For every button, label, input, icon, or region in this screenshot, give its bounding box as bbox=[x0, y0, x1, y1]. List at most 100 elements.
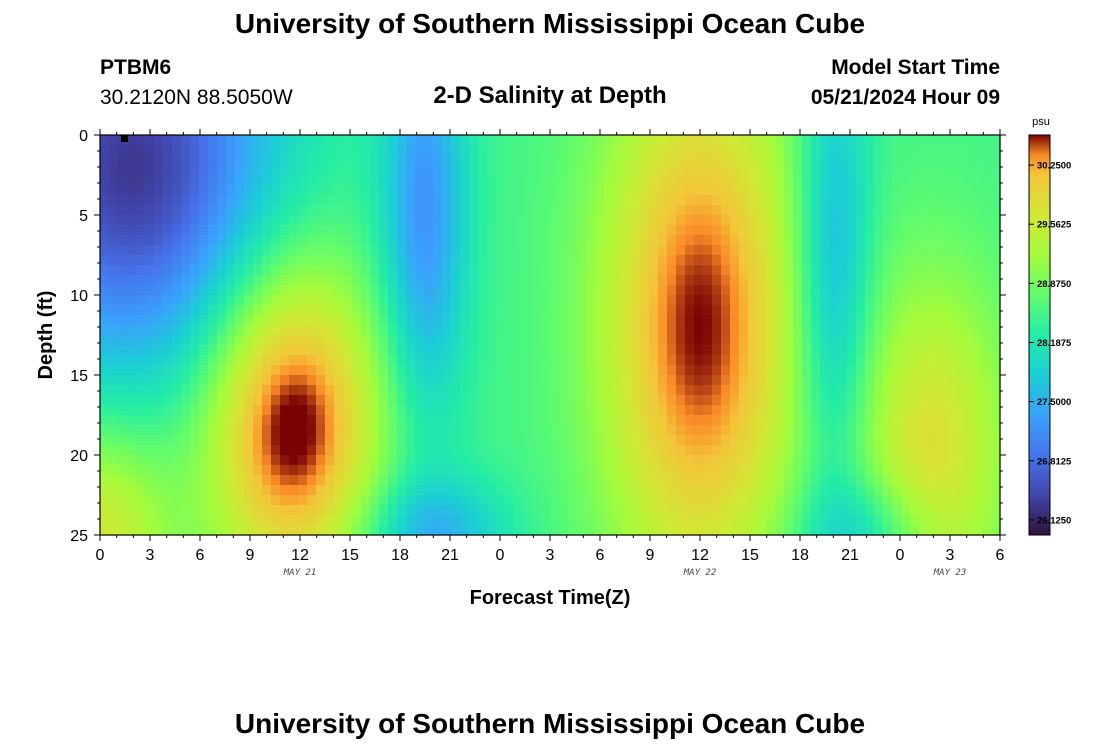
heatmap-cell bbox=[541, 215, 551, 226]
footer-title: University of Southern Mississippi Ocean… bbox=[234, 708, 866, 739]
heatmap-cell bbox=[784, 165, 794, 176]
heatmap-cell bbox=[460, 495, 470, 506]
heatmap-cell bbox=[469, 395, 479, 406]
heatmap-cell bbox=[208, 155, 218, 166]
heatmap-cell bbox=[703, 135, 713, 146]
heatmap-cell bbox=[613, 465, 623, 476]
heatmap-cell bbox=[262, 345, 272, 356]
heatmap-cell bbox=[532, 405, 542, 416]
heatmap-cell bbox=[793, 435, 803, 446]
heatmap-cell bbox=[190, 285, 200, 296]
heatmap-cell bbox=[379, 385, 389, 396]
heatmap-cell bbox=[811, 375, 821, 386]
heatmap-cell bbox=[550, 385, 560, 396]
heatmap-cell bbox=[856, 355, 866, 366]
heatmap-cell bbox=[784, 365, 794, 376]
heatmap-cell bbox=[460, 455, 470, 466]
heatmap-cell bbox=[253, 445, 263, 456]
heatmap-cell bbox=[433, 255, 443, 266]
heatmap-cell bbox=[757, 475, 767, 486]
heatmap-cell bbox=[478, 465, 488, 476]
heatmap-cell bbox=[280, 195, 290, 206]
heatmap-cell bbox=[793, 315, 803, 326]
heatmap-cell bbox=[532, 505, 542, 516]
heatmap-cell bbox=[487, 245, 497, 256]
heatmap-cell bbox=[424, 145, 434, 156]
heatmap-cell bbox=[856, 185, 866, 196]
heatmap-cell bbox=[262, 395, 272, 406]
heatmap-cell bbox=[388, 185, 398, 196]
heatmap-cell bbox=[280, 305, 290, 316]
heatmap-cell bbox=[343, 365, 353, 376]
heatmap-cell bbox=[739, 465, 749, 476]
colorbar-ticks: 30.250029.562528.875028.187527.500026.81… bbox=[1029, 161, 1072, 526]
heatmap-cell bbox=[388, 325, 398, 336]
heatmap-cell bbox=[208, 385, 218, 396]
heatmap-cell bbox=[253, 415, 263, 426]
heatmap-cell bbox=[856, 425, 866, 436]
heatmap-cell bbox=[910, 195, 920, 206]
heatmap-cell bbox=[505, 425, 515, 436]
heatmap-cell bbox=[721, 505, 731, 516]
heatmap-cell bbox=[694, 135, 704, 146]
heatmap-cell bbox=[685, 265, 695, 276]
heatmap-cell bbox=[667, 175, 677, 186]
heatmap-cell bbox=[595, 455, 605, 466]
heatmap-cell bbox=[586, 475, 596, 486]
heatmap-cell bbox=[325, 315, 335, 326]
heatmap-cell bbox=[973, 505, 983, 516]
heatmap-cell bbox=[289, 495, 299, 506]
heatmap-cell bbox=[838, 235, 848, 246]
heatmap-cell bbox=[397, 435, 407, 446]
x-tick-label: 6 bbox=[196, 547, 205, 564]
heatmap-cell bbox=[199, 385, 209, 396]
heatmap-cell bbox=[550, 465, 560, 476]
heatmap-cell bbox=[307, 505, 317, 516]
heatmap-cell bbox=[667, 345, 677, 356]
heatmap-cell bbox=[640, 335, 650, 346]
heatmap-cell bbox=[676, 235, 686, 246]
heatmap-cell bbox=[712, 315, 722, 326]
heatmap-cell bbox=[316, 355, 326, 366]
heatmap-cell bbox=[739, 185, 749, 196]
heatmap-cell bbox=[244, 245, 254, 256]
heatmap-cell bbox=[217, 215, 227, 226]
heatmap-cell bbox=[937, 225, 947, 236]
heatmap-cell bbox=[685, 455, 695, 466]
heatmap-cell bbox=[874, 255, 884, 266]
heatmap-cell bbox=[208, 475, 218, 486]
heatmap-cell bbox=[136, 395, 146, 406]
heatmap-cell bbox=[469, 135, 479, 146]
heatmap-cell bbox=[676, 505, 686, 516]
heatmap-cell bbox=[226, 305, 236, 316]
heatmap-cell bbox=[235, 315, 245, 326]
heatmap-cell bbox=[235, 365, 245, 376]
colorbar-unit: psu bbox=[1032, 116, 1050, 128]
heatmap-cell bbox=[352, 165, 362, 176]
heatmap-cell bbox=[163, 265, 173, 276]
heatmap-cell bbox=[478, 265, 488, 276]
heatmap-cell bbox=[163, 405, 173, 416]
heatmap-cell bbox=[226, 425, 236, 436]
heatmap-cell bbox=[523, 525, 533, 536]
heatmap-cell bbox=[163, 185, 173, 196]
heatmap-cell bbox=[451, 465, 461, 476]
heatmap-cell bbox=[253, 365, 263, 376]
heatmap-cell bbox=[640, 515, 650, 526]
heatmap-cell bbox=[703, 485, 713, 496]
heatmap-cell bbox=[838, 325, 848, 336]
heatmap-cell bbox=[181, 455, 191, 466]
heatmap-cell bbox=[676, 515, 686, 526]
heatmap-cell bbox=[379, 175, 389, 186]
heatmap-cell bbox=[739, 265, 749, 276]
heatmap-cell bbox=[910, 345, 920, 356]
heatmap-cell bbox=[505, 155, 515, 166]
heatmap-cell bbox=[100, 305, 110, 316]
heatmap-cell bbox=[937, 275, 947, 286]
heatmap-cell bbox=[469, 355, 479, 366]
heatmap-cell bbox=[343, 415, 353, 426]
heatmap-cell bbox=[685, 495, 695, 506]
heatmap-cell bbox=[478, 515, 488, 526]
heatmap-cell bbox=[874, 195, 884, 206]
heatmap-cell bbox=[505, 435, 515, 446]
